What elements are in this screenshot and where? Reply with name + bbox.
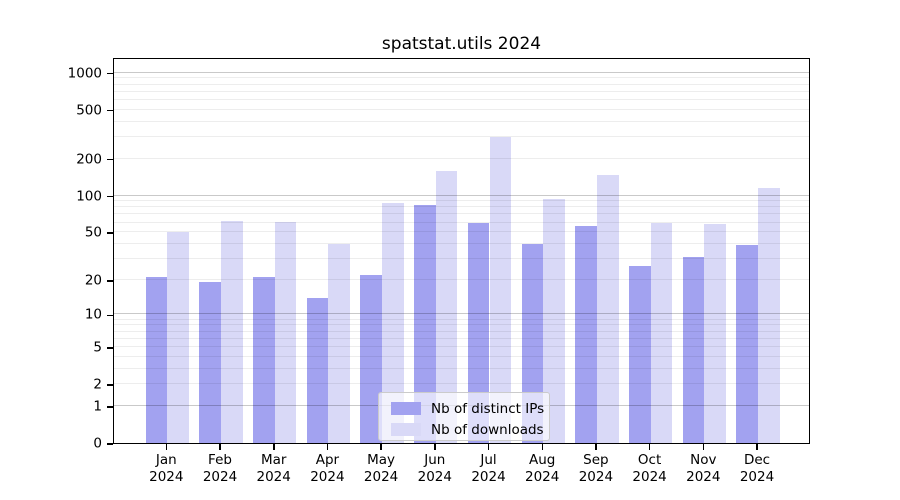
y-tick-2 [107,384,113,386]
y-tick-label-1: 1 [93,398,102,415]
x-tick-feb [219,444,221,450]
bar-distinct-ips-jan [145,277,168,443]
bar-downloads-jan [167,232,189,443]
bar-downloads-may [382,202,404,443]
bar-distinct-ips-oct [628,266,651,443]
bar-distinct-ips-sep [575,226,597,443]
x-tick-may [380,444,382,450]
x-tick-label-oct: Oct 2024 [632,452,667,485]
x-tick-label-jun: Jun 2024 [417,452,452,485]
bar-downloads-aug [543,199,565,443]
x-tick-label-may: May 2024 [363,452,399,485]
y-tick-label-0: 0 [93,435,102,452]
legend-label-downloads: Nb of downloads [431,421,544,438]
x-tick-label-feb: Feb 2024 [202,452,238,485]
bar-downloads-jul [489,137,512,443]
y-tick-label-200: 200 [76,151,102,168]
y-tick-label-1000: 1000 [67,65,102,81]
x-tick-jul [487,444,490,450]
bar-downloads-feb [221,220,243,443]
x-tick-label-apr: Apr 2024 [310,452,345,485]
x-tick-nov [702,444,704,450]
y-tick-label-500: 500 [76,102,102,119]
bar-distinct-ips-nov [682,257,705,443]
chart-title: spatstat.utils 2024 [381,34,542,54]
bar-distinct-ips-feb [199,282,221,443]
bar-downloads-oct [650,222,673,443]
x-tick-sep [595,444,597,450]
x-tick-label-jul: Jul 2024 [471,452,506,485]
y-tick-200 [107,158,113,161]
y-tick-label-50: 50 [84,224,102,241]
y-tick-1 [107,406,113,408]
bar-distinct-ips-apr [306,297,329,443]
y-tick-label-20: 20 [84,272,102,289]
x-tick-label-aug: Aug 2024 [525,452,560,485]
y-tick-label-2: 2 [93,376,102,393]
bar-downloads-dec [758,188,780,443]
x-tick-label-dec: Dec 2024 [739,452,775,485]
y-tick-100 [107,195,113,198]
bar-downloads-nov [704,224,726,443]
bar-distinct-ips-may [360,274,383,443]
bar-downloads-mar [274,221,297,443]
x-tick-oct [648,444,651,450]
x-tick-label-nov: Nov 2024 [686,452,721,485]
y-tick-label-5: 5 [93,339,102,356]
legend-swatch-distinct-ips [391,402,421,415]
bar-downloads-jun [435,170,458,443]
y-tick-10 [107,314,113,317]
x-tick-label-sep: Sep 2024 [578,452,614,485]
bar-distinct-ips-mar [253,277,275,443]
x-tick-mar [273,444,275,450]
y-tick-0 [107,443,113,445]
bar-distinct-ips-jun [414,204,436,443]
plot-area: Nb of distinct IPs Nb of downloads [113,58,810,444]
bar-downloads-apr [328,243,351,443]
y-tick-5 [107,347,113,349]
legend-item-distinct-ips: Nb of distinct IPs [391,399,545,418]
y-tick-label-100: 100 [76,188,102,204]
x-tick-dec [756,444,758,450]
legend-item-downloads: Nb of downloads [391,420,544,439]
y-tick-500 [107,109,113,112]
legend-swatch-downloads [391,423,421,436]
y-tick-1000 [107,72,113,75]
legend: Nb of distinct IPs Nb of downloads [378,392,550,441]
legend-label-distinct-ips: Nb of distinct IPs [431,400,545,417]
y-tick-20 [107,280,113,282]
x-tick-jan [165,444,168,450]
y-tick-label-10: 10 [84,306,102,323]
bar-distinct-ips-jul [467,222,490,443]
x-tick-label-jan: Jan 2024 [149,452,184,485]
bar-downloads-sep [596,175,619,443]
y-tick-50 [107,232,113,234]
x-tick-jun [434,444,436,450]
x-tick-label-mar: Mar 2024 [256,452,291,485]
x-tick-aug [541,444,543,450]
bars-layer [114,59,809,443]
bar-distinct-ips-dec [736,245,758,443]
x-tick-apr [326,444,329,450]
